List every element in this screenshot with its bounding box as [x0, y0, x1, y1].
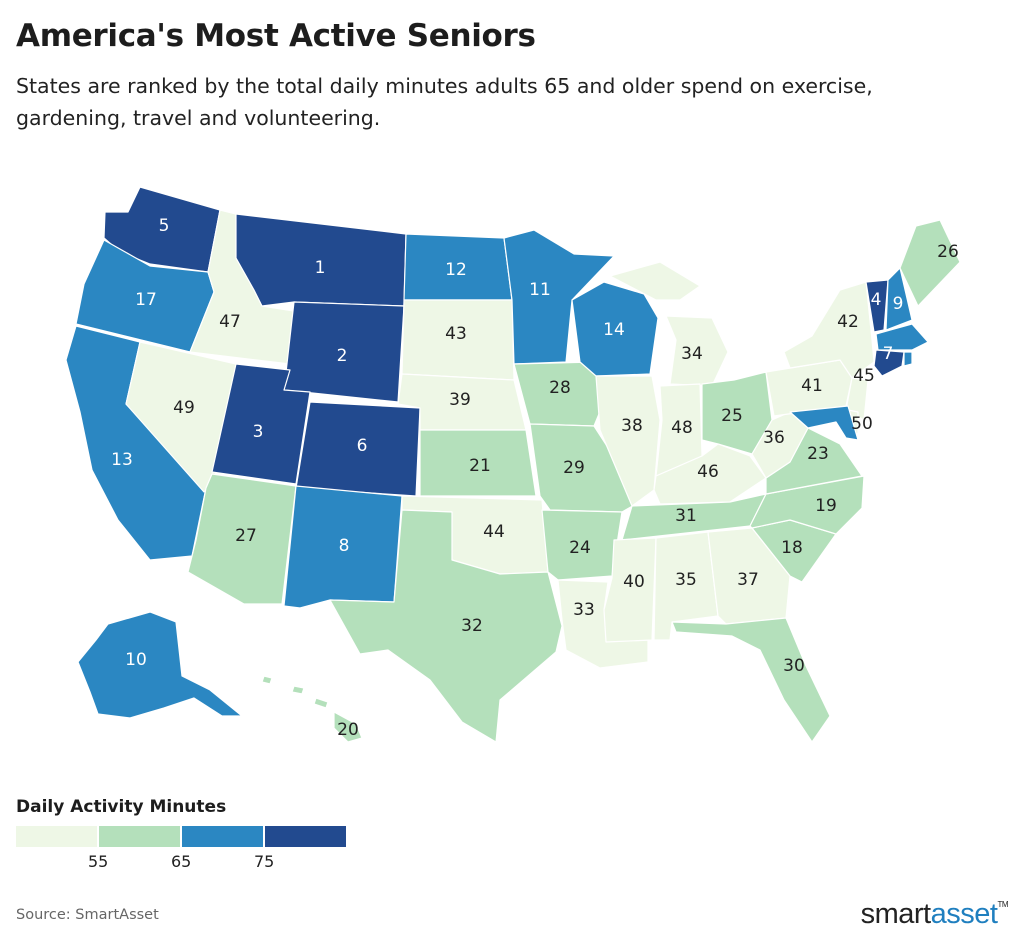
- legend-swatch-2: [99, 826, 180, 847]
- state-hi[interactable]: [261, 675, 363, 743]
- rank-label-ks: 21: [469, 456, 491, 476]
- rank-label-va: 23: [807, 444, 829, 464]
- rank-label-wi: 14: [603, 320, 625, 340]
- rank-label-la: 33: [573, 600, 595, 620]
- rank-label-nj: 45: [853, 366, 875, 386]
- state-ny[interactable]: [783, 281, 875, 379]
- rank-label-ak: 10: [125, 650, 147, 670]
- rank-label-nv: 49: [173, 398, 195, 418]
- rank-label-fl: 30: [783, 656, 805, 676]
- rank-label-in: 48: [671, 418, 693, 438]
- rank-label-nh: 9: [893, 294, 904, 314]
- rank-label-or: 17: [135, 290, 157, 310]
- rank-label-ia: 28: [549, 378, 571, 398]
- state-wi[interactable]: [571, 281, 659, 377]
- state-tx[interactable]: [329, 509, 563, 743]
- rank-label-al: 35: [675, 570, 697, 590]
- source-note: Source: SmartAsset: [16, 907, 159, 923]
- legend-tick-65: 65: [171, 852, 192, 871]
- rank-label-mt: 1: [315, 258, 326, 278]
- rank-label-ne: 39: [449, 390, 471, 410]
- rank-label-ar: 24: [569, 538, 591, 558]
- rank-label-nc: 19: [815, 496, 837, 516]
- rank-label-wv: 36: [763, 428, 785, 448]
- rank-label-nd: 12: [445, 260, 467, 280]
- smartasset-logo[interactable]: smartassetTM: [860, 898, 1009, 931]
- rank-label-me: 26: [937, 242, 959, 262]
- page-subtitle: States are ranked by the total daily min…: [16, 74, 873, 130]
- rank-label-ny: 42: [837, 312, 859, 332]
- state-ut[interactable]: [211, 363, 311, 485]
- rank-label-de: 50: [851, 414, 873, 434]
- state-ks[interactable]: [419, 429, 537, 497]
- state-me[interactable]: [899, 219, 961, 307]
- state-nj[interactable]: [845, 377, 869, 421]
- rank-label-nm: 8: [339, 536, 350, 556]
- rank-label-oh: 25: [721, 406, 743, 426]
- legend-swatch-4: [265, 826, 346, 847]
- rank-label-sd: 43: [445, 324, 467, 344]
- legend-swatch-3: [182, 826, 263, 847]
- rank-label-ms: 40: [623, 572, 645, 592]
- rank-label-co: 6: [357, 436, 368, 456]
- state-vt[interactable]: [865, 279, 889, 333]
- state-ma[interactable]: [875, 323, 929, 351]
- state-ar[interactable]: [541, 509, 623, 581]
- rank-label-vt: 4: [871, 290, 882, 310]
- rank-label-wa: 5: [159, 216, 170, 236]
- state-fl[interactable]: [671, 617, 831, 743]
- rank-label-ct: 7: [883, 344, 894, 364]
- rank-label-mo: 29: [563, 458, 585, 478]
- rank-label-mi: 34: [681, 344, 703, 364]
- rank-label-wy: 2: [337, 346, 348, 366]
- page-title: America's Most Active Seniors: [16, 18, 536, 54]
- rank-label-sc: 18: [781, 538, 803, 558]
- rank-label-ok: 44: [483, 522, 505, 542]
- rank-label-az: 27: [235, 526, 257, 546]
- legend-bar: [16, 826, 346, 847]
- rank-label-hi: 20: [337, 720, 359, 740]
- legend-tick-75: 75: [254, 852, 275, 871]
- state-la[interactable]: [557, 579, 649, 669]
- rank-label-tx: 32: [461, 616, 483, 636]
- rank-label-ga: 37: [737, 570, 759, 590]
- rank-label-ut: 3: [253, 422, 264, 442]
- state-ct[interactable]: [873, 349, 905, 377]
- rank-label-ky: 46: [697, 462, 719, 482]
- rank-label-ca: 13: [111, 450, 133, 470]
- logo-main: smart: [860, 898, 932, 930]
- state-md[interactable]: [789, 405, 859, 441]
- state-nh[interactable]: [885, 267, 913, 331]
- rank-label-pa: 41: [801, 376, 823, 396]
- legend-tick-55: 55: [88, 852, 109, 871]
- state-mo[interactable]: [529, 423, 637, 513]
- logo-trademark: TM: [997, 900, 1008, 909]
- rank-label-tn: 31: [675, 506, 697, 526]
- legend-swatch-1: [16, 826, 97, 847]
- rank-label-id: 47: [219, 312, 241, 332]
- rank-label-mn: 11: [529, 280, 551, 300]
- state-ak[interactable]: [77, 611, 243, 719]
- rank-label-il: 38: [621, 416, 643, 436]
- state-ri[interactable]: [903, 351, 913, 367]
- legend-title: Daily Activity Minutes: [16, 797, 227, 817]
- logo-accent: asset: [930, 898, 998, 930]
